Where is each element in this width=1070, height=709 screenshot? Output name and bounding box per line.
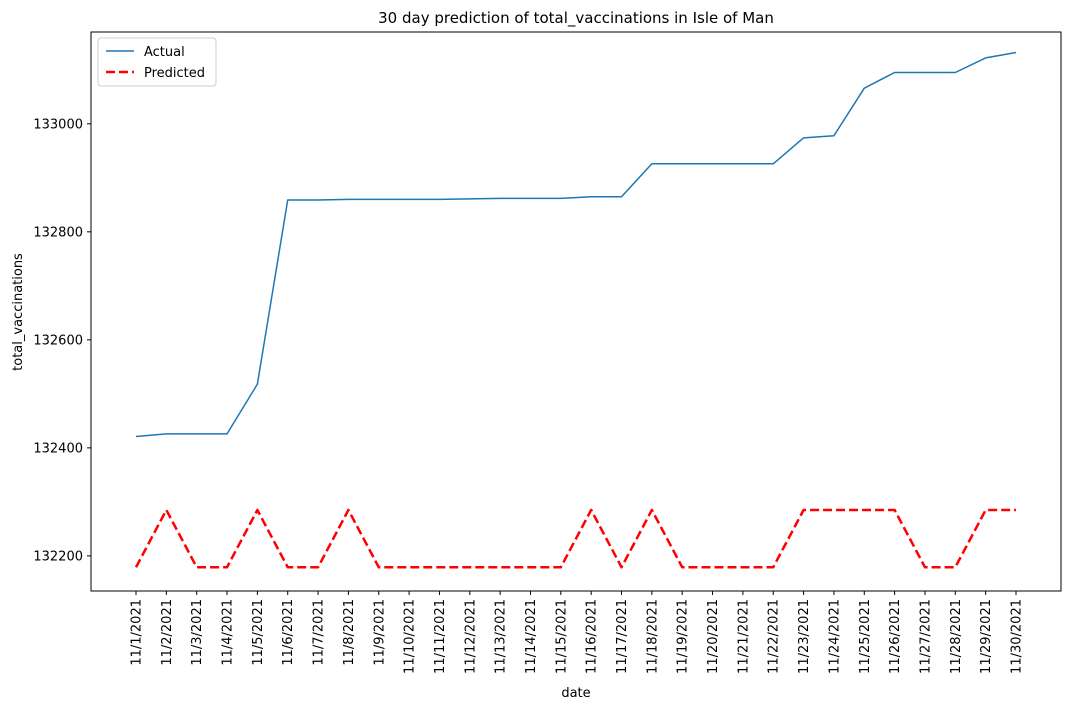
y-tick-label: 132400: [33, 441, 83, 456]
x-tick-label: 11/3/2021: [190, 599, 205, 666]
y-tick-label: 133000: [33, 117, 83, 132]
x-tick-label: 11/7/2021: [312, 599, 327, 666]
x-tick-label: 11/6/2021: [281, 599, 296, 666]
x-tick-label: 11/26/2021: [888, 599, 903, 674]
x-tick-label: 11/11/2021: [433, 599, 448, 674]
x-tick-label: 11/21/2021: [736, 599, 751, 674]
y-tick-label: 132800: [33, 225, 83, 240]
x-tick-label: 11/4/2021: [221, 599, 236, 666]
y-axis: 132200 132400 132600 132800 133000: [33, 117, 91, 564]
x-tick-label: 11/2/2021: [160, 599, 175, 666]
y-axis-label: total_vaccinations: [11, 253, 26, 371]
x-tick-label: 11/27/2021: [918, 599, 933, 674]
x-tick-label: 11/14/2021: [524, 599, 539, 674]
x-tick-label: 11/5/2021: [251, 599, 266, 666]
x-tick-label: 11/22/2021: [767, 599, 782, 674]
x-tick-label: 11/8/2021: [342, 599, 357, 666]
x-tick-label: 11/10/2021: [403, 599, 418, 674]
plot-frame: [90, 31, 1062, 592]
x-axis: 11/1/2021 11/2/2021 11/3/2021 11/4/2021 11/5…: [130, 591, 1025, 674]
x-tick-label: 11/29/2021: [979, 599, 994, 674]
legend-box: [97, 37, 217, 87]
x-axis-label: date: [561, 686, 590, 701]
series-line-predicted: [134, 508, 1016, 569]
x-tick-label: 11/30/2021: [1010, 599, 1025, 674]
y-tick-label: 132600: [33, 333, 83, 348]
x-tick-label: 11/18/2021: [645, 599, 660, 674]
x-tick-label: 11/20/2021: [706, 599, 721, 674]
x-tick-label: 11/24/2021: [827, 599, 842, 674]
legend-actual-label: Actual: [144, 45, 185, 60]
x-tick-label: 11/17/2021: [615, 599, 630, 674]
chart-title: 30 day prediction of total_vaccinations …: [378, 9, 774, 28]
x-tick-label: 11/25/2021: [858, 599, 873, 674]
x-tick-label: 11/13/2021: [494, 599, 509, 674]
x-tick-label: 11/1/2021: [130, 599, 145, 666]
x-tick-label: 11/15/2021: [554, 599, 569, 674]
x-tick-label: 11/19/2021: [676, 599, 691, 674]
y-tick-label: 132200: [33, 549, 83, 564]
legend: Actual Predicted: [97, 37, 217, 87]
series-line-actual: [135, 51, 1017, 438]
legend-predicted-label: Predicted: [144, 66, 205, 81]
x-tick-label: 11/9/2021: [372, 599, 387, 666]
x-tick-label: 11/28/2021: [949, 599, 964, 674]
plot-area: [134, 51, 1017, 569]
x-tick-label: 11/12/2021: [463, 599, 478, 674]
x-tick-label: 11/23/2021: [797, 599, 812, 674]
x-tick-label: 11/16/2021: [585, 599, 600, 674]
